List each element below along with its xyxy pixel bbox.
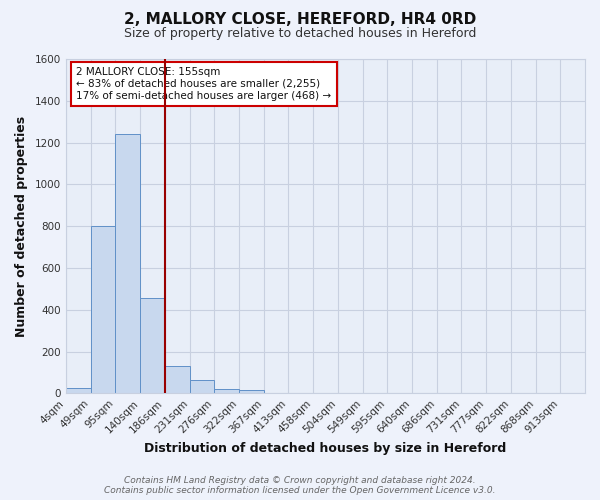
Bar: [165, 366, 190, 394]
Text: Size of property relative to detached houses in Hereford: Size of property relative to detached ho…: [124, 28, 476, 40]
Bar: [66, 388, 91, 394]
Bar: [115, 134, 140, 394]
Bar: [190, 380, 214, 394]
Y-axis label: Number of detached properties: Number of detached properties: [15, 116, 28, 336]
Bar: [214, 389, 239, 394]
Text: 2, MALLORY CLOSE, HEREFORD, HR4 0RD: 2, MALLORY CLOSE, HEREFORD, HR4 0RD: [124, 12, 476, 28]
Bar: [91, 226, 115, 394]
Bar: [239, 390, 264, 394]
X-axis label: Distribution of detached houses by size in Hereford: Distribution of detached houses by size …: [145, 442, 506, 455]
Text: 2 MALLORY CLOSE: 155sqm
← 83% of detached houses are smaller (2,255)
17% of semi: 2 MALLORY CLOSE: 155sqm ← 83% of detache…: [76, 68, 332, 100]
Bar: [140, 298, 165, 394]
Text: Contains HM Land Registry data © Crown copyright and database right 2024.
Contai: Contains HM Land Registry data © Crown c…: [104, 476, 496, 495]
